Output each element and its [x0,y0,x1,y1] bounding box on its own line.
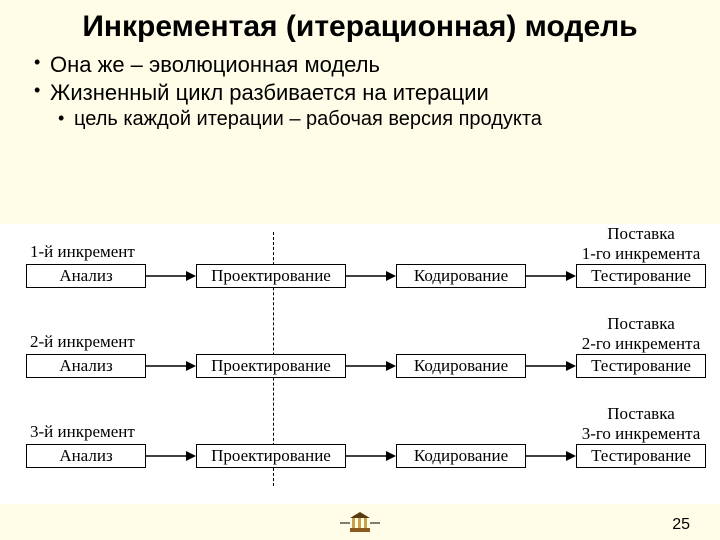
phase-box: Тестирование [576,264,706,288]
phase-box: Анализ [26,444,146,468]
phase-box: Кодирование [396,444,526,468]
phase-box: Анализ [26,264,146,288]
bullet-list: Она же – эволюционная модель Жизненный ц… [0,50,720,133]
phase-box: Проектирование [196,444,346,468]
phase-box: Проектирование [196,354,346,378]
page-number: 25 [672,516,690,534]
increment-label: 2-й инкремент [30,332,135,352]
phase-box: Анализ [26,354,146,378]
bullet-subitem: цель каждой итерации – рабочая версия пр… [30,108,710,131]
phase-box: Проектирование [196,264,346,288]
footer-icon [338,510,382,536]
delivery-label: Поставка3-го инкремента [568,404,714,444]
arrow-icon [146,449,196,463]
increment-label: 1-й инкремент [30,242,135,262]
arrow-icon [346,359,396,373]
delivery-label: Поставка2-го инкремента [568,314,714,354]
phase-box: Тестирование [576,444,706,468]
arrow-icon [346,449,396,463]
slide-title: Инкрементая (итерационная) модель [0,0,720,50]
arrow-icon [346,269,396,283]
bullet-item: Она же – эволюционная модель [30,52,710,78]
increment-diagram: 1-й инкремент Поставка1-го инкремента Анал… [0,224,720,504]
increment-label: 3-й инкремент [30,422,135,442]
delivery-label: Поставка1-го инкремента [568,224,714,264]
arrow-icon [526,359,576,373]
arrow-icon [526,449,576,463]
phase-box: Кодирование [396,354,526,378]
arrow-icon [146,359,196,373]
phase-box: Тестирование [576,354,706,378]
arrow-icon [146,269,196,283]
bullet-item: Жизненный цикл разбивается на итерации [30,80,710,106]
arrow-icon [526,269,576,283]
phase-box: Кодирование [396,264,526,288]
